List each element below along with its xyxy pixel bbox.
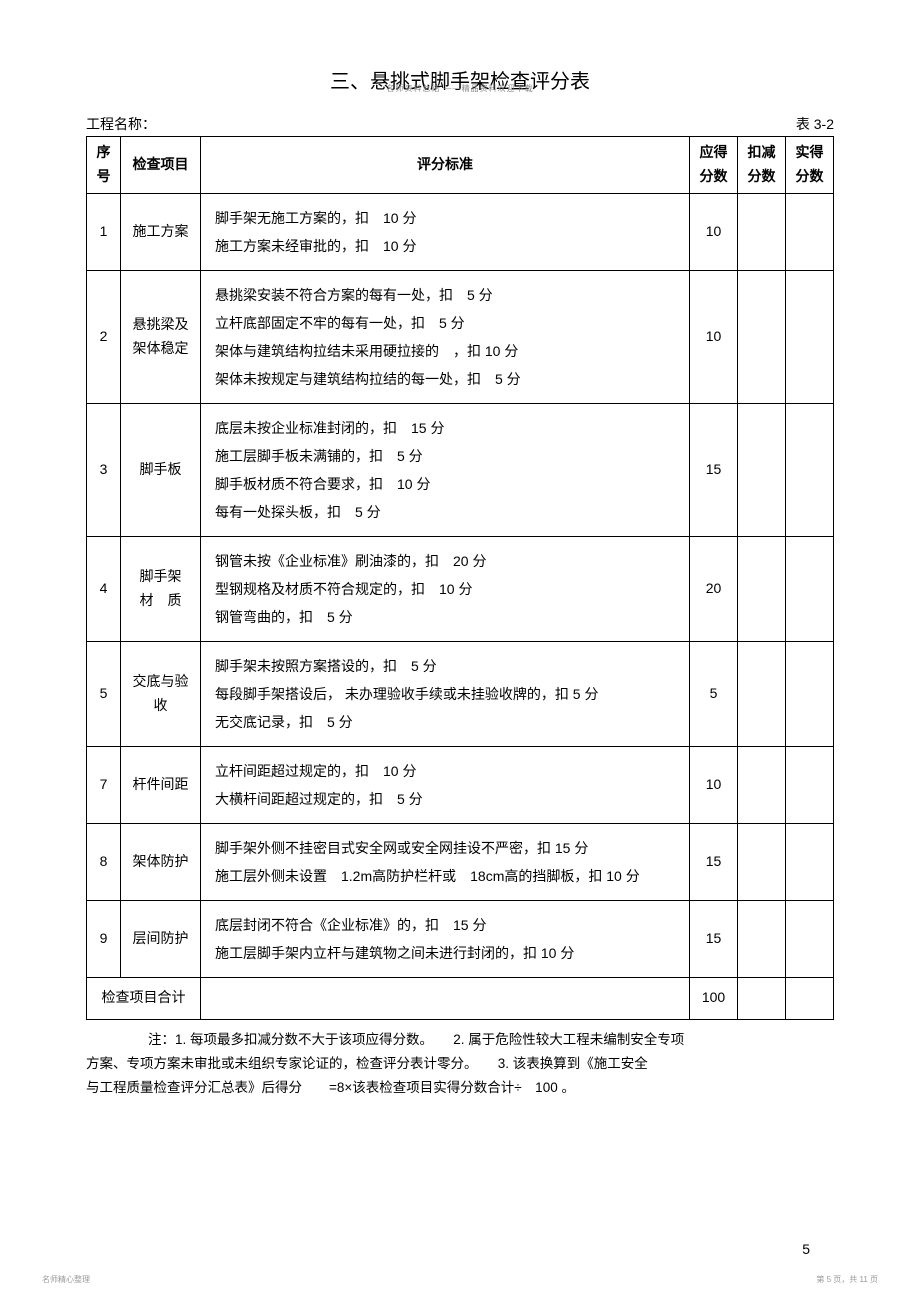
cell-num: 4 bbox=[87, 536, 121, 641]
table-row: 7杆件间距立杆间距超过规定的，扣 10 分大横杆间距超过规定的，扣 5 分10 bbox=[87, 746, 834, 823]
score-table: 序号 检查项目 评分标准 应得分数 扣减分数 实得分数 1施工方案脚手架无施工方… bbox=[86, 136, 834, 1020]
cell-max: 10 bbox=[690, 193, 738, 270]
cell-max: 20 bbox=[690, 536, 738, 641]
cell-criteria: 底层未按企业标准封闭的，扣 15 分施工层脚手板未满铺的，扣 5 分脚手板材质不… bbox=[201, 403, 690, 536]
cell-item: 悬挑梁及架体稳定 bbox=[121, 270, 201, 403]
total-deduct bbox=[738, 977, 786, 1019]
cell-criteria: 钢管未按《企业标准》刷油漆的，扣 20 分型钢规格及材质不符合规定的，扣 10 … bbox=[201, 536, 690, 641]
cell-max: 15 bbox=[690, 403, 738, 536]
cell-num: 9 bbox=[87, 900, 121, 977]
note-line3: 与工程质量检查评分汇总表》后得分 =8×该表检查项目实得分数合计÷ 100 。 bbox=[148, 1076, 834, 1100]
cell-max: 10 bbox=[690, 746, 738, 823]
cell-criteria: 脚手架无施工方案的，扣 10 分施工方案未经审批的，扣 10 分 bbox=[201, 193, 690, 270]
header-deduct: 扣减分数 bbox=[738, 137, 786, 194]
table-row: 3脚手板底层未按企业标准封闭的，扣 15 分施工层脚手板未满铺的，扣 5 分脚手… bbox=[87, 403, 834, 536]
cell-criteria: 底层封闭不符合《企业标准》的，扣 15 分施工层脚手架内立杆与建筑物之间未进行封… bbox=[201, 900, 690, 977]
header-num: 序号 bbox=[87, 137, 121, 194]
note-line2: 方案、专项方案未审批或未组织专家论证的，检查评分表计零分。 3. 该表换算到《施… bbox=[148, 1052, 834, 1076]
page-number: 5 bbox=[802, 1241, 810, 1257]
cell-max: 5 bbox=[690, 641, 738, 746]
cell-item: 层间防护 bbox=[121, 900, 201, 977]
cell-deduct bbox=[738, 536, 786, 641]
cell-item: 脚手板 bbox=[121, 403, 201, 536]
total-score: 100 bbox=[690, 977, 738, 1019]
total-blank bbox=[201, 977, 690, 1019]
cell-deduct bbox=[738, 900, 786, 977]
table-number: 表 3-2 bbox=[796, 114, 834, 134]
total-label: 检查项目合计 bbox=[87, 977, 201, 1019]
table-row: 5交底与验收脚手架未按照方案搭设的，扣 5 分每段脚手架搭设后， 未办理验收手续… bbox=[87, 641, 834, 746]
cell-max: 10 bbox=[690, 270, 738, 403]
table-row: 2悬挑梁及架体稳定悬挑梁安装不符合方案的每有一处，扣 5 分立杆底部固定不牢的每… bbox=[87, 270, 834, 403]
cell-criteria: 脚手架外侧不挂密目式安全网或安全网挂设不严密，扣 15 分施工层外侧未设置 1.… bbox=[201, 823, 690, 900]
cell-deduct bbox=[738, 193, 786, 270]
cell-item: 交底与验收 bbox=[121, 641, 201, 746]
cell-max: 15 bbox=[690, 900, 738, 977]
header-criteria: 评分标准 bbox=[201, 137, 690, 194]
cell-actual bbox=[786, 900, 834, 977]
cell-actual bbox=[786, 403, 834, 536]
cell-item: 施工方案 bbox=[121, 193, 201, 270]
table-row: 1施工方案脚手架无施工方案的，扣 10 分施工方案未经审批的，扣 10 分10 bbox=[87, 193, 834, 270]
cell-item: 架体防护 bbox=[121, 823, 201, 900]
note-line1: 注：1. 每项最多扣减分数不大于该项应得分数。 2. 属于危险性较大工程未编制安… bbox=[148, 1028, 834, 1052]
watermark-top: 名师资料总结 ——精品资料欢迎下载 bbox=[386, 83, 533, 94]
total-row: 检查项目合计 100 bbox=[87, 977, 834, 1019]
cell-num: 3 bbox=[87, 403, 121, 536]
cell-actual bbox=[786, 823, 834, 900]
label-row: 工程名称： 表 3-2 bbox=[86, 114, 834, 134]
cell-num: 8 bbox=[87, 823, 121, 900]
cell-deduct bbox=[738, 641, 786, 746]
cell-max: 15 bbox=[690, 823, 738, 900]
cell-num: 5 bbox=[87, 641, 121, 746]
cell-deduct bbox=[738, 403, 786, 536]
cell-actual bbox=[786, 193, 834, 270]
total-actual bbox=[786, 977, 834, 1019]
cell-actual bbox=[786, 641, 834, 746]
project-label: 工程名称： bbox=[86, 114, 156, 134]
cell-criteria: 立杆间距超过规定的，扣 10 分大横杆间距超过规定的，扣 5 分 bbox=[201, 746, 690, 823]
header-max: 应得分数 bbox=[690, 137, 738, 194]
cell-criteria: 悬挑梁安装不符合方案的每有一处，扣 5 分立杆底部固定不牢的每有一处，扣 5 分… bbox=[201, 270, 690, 403]
cell-deduct bbox=[738, 270, 786, 403]
header-item: 检查项目 bbox=[121, 137, 201, 194]
table-row: 8架体防护脚手架外侧不挂密目式安全网或安全网挂设不严密，扣 15 分施工层外侧未… bbox=[87, 823, 834, 900]
cell-item: 脚手架材 质 bbox=[121, 536, 201, 641]
cell-num: 2 bbox=[87, 270, 121, 403]
header-actual: 实得分数 bbox=[786, 137, 834, 194]
table-row: 4脚手架材 质钢管未按《企业标准》刷油漆的，扣 20 分型钢规格及材质不符合规定… bbox=[87, 536, 834, 641]
cell-criteria: 脚手架未按照方案搭设的，扣 5 分每段脚手架搭设后， 未办理验收手续或未挂验收牌… bbox=[201, 641, 690, 746]
footer-left: 名师精心整理 bbox=[42, 1274, 90, 1285]
cell-num: 7 bbox=[87, 746, 121, 823]
header-row: 序号 检查项目 评分标准 应得分数 扣减分数 实得分数 bbox=[87, 137, 834, 194]
cell-deduct bbox=[738, 746, 786, 823]
cell-item: 杆件间距 bbox=[121, 746, 201, 823]
footer-right: 第 5 页，共 11 页 bbox=[816, 1274, 878, 1285]
cell-actual bbox=[786, 746, 834, 823]
cell-actual bbox=[786, 536, 834, 641]
cell-num: 1 bbox=[87, 193, 121, 270]
cell-deduct bbox=[738, 823, 786, 900]
cell-actual bbox=[786, 270, 834, 403]
table-row: 9层间防护底层封闭不符合《企业标准》的，扣 15 分施工层脚手架内立杆与建筑物之… bbox=[87, 900, 834, 977]
footnotes: 注：1. 每项最多扣减分数不大于该项应得分数。 2. 属于危险性较大工程未编制安… bbox=[86, 1028, 834, 1101]
